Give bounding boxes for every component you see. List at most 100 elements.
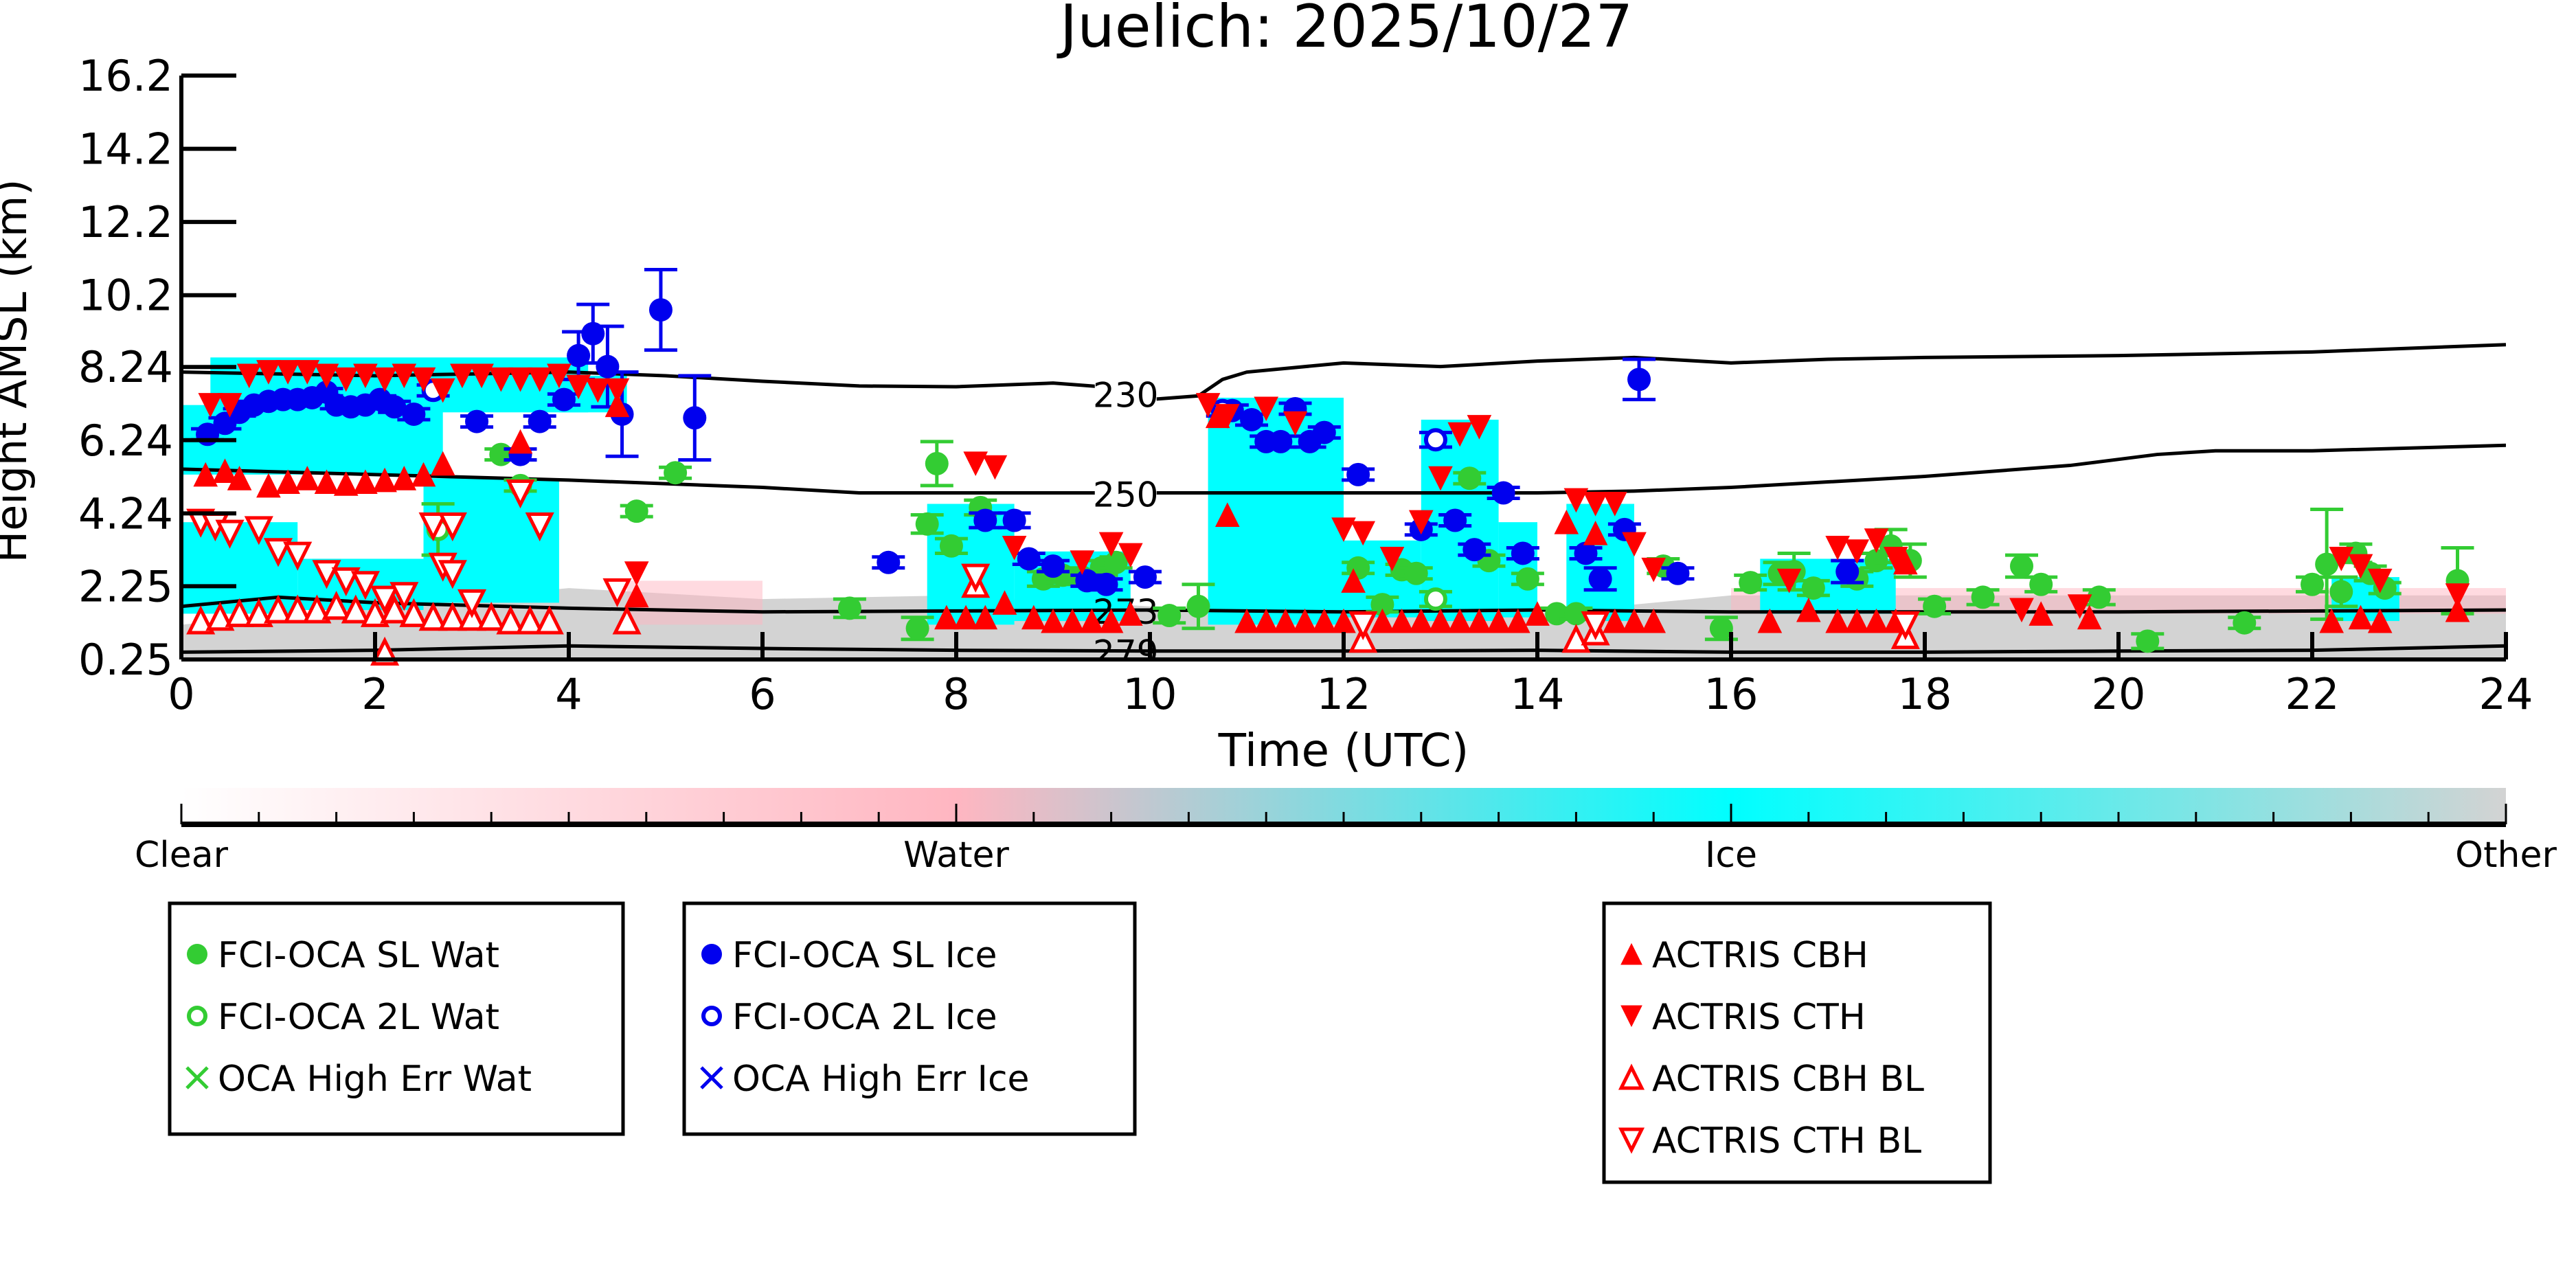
data-point — [215, 519, 245, 549]
data-point — [372, 467, 397, 493]
legend-box-3: ACTRIS CBH ACTRIS CTH ACTRIS CBH BL ACTRIS … — [1602, 901, 1992, 1184]
data-point — [508, 429, 533, 454]
data-point — [1283, 411, 1308, 436]
data-point — [1104, 550, 1128, 574]
water-class-region — [626, 580, 762, 625]
x-tick-label: 8 — [942, 669, 969, 719]
data-point — [1825, 608, 1850, 633]
colorbar-label-ice: Ice — [1705, 835, 1757, 876]
data-point — [2367, 608, 2393, 633]
legend-item-label: OCA High Err Wat — [218, 1059, 532, 1100]
x-axis-label: Time (UTC) — [1218, 724, 1469, 777]
legend-item-label: ACTRIS CBH — [1652, 935, 1868, 976]
data-point — [1923, 594, 1947, 618]
contour-label-230: 230 — [1093, 375, 1158, 415]
y-tick-label: 2.25 — [78, 561, 173, 611]
data-point — [624, 561, 649, 586]
data-point — [605, 392, 630, 418]
data-point — [392, 466, 417, 490]
data-point — [212, 458, 238, 484]
legend-item-label: FCI-OCA SL Ice — [732, 935, 997, 976]
data-point — [430, 451, 455, 476]
data-point — [1627, 368, 1651, 392]
data-point — [2367, 568, 2393, 594]
x-tick-label: 18 — [1898, 669, 1952, 719]
x-tick-label: 4 — [555, 669, 582, 719]
legend-frame — [168, 901, 625, 1136]
data-point — [2329, 546, 2354, 572]
data-point — [1214, 502, 1240, 527]
data-point — [389, 582, 419, 611]
data-point — [925, 451, 949, 475]
data-point — [664, 461, 688, 485]
data-point — [992, 590, 1017, 615]
data-point — [2077, 605, 2102, 630]
data-point — [1341, 568, 1366, 593]
data-point — [1348, 611, 1378, 640]
contour-label-bg — [1094, 372, 1157, 411]
data-point — [263, 594, 293, 624]
legend-item-label: FCI-OCA 2L Wat — [218, 997, 499, 1038]
data-point — [217, 393, 242, 418]
data-point — [227, 466, 252, 490]
data-point — [411, 367, 436, 392]
y-tick-label: 12.2 — [78, 197, 173, 247]
data-point — [1273, 608, 1298, 633]
data-point — [1060, 608, 1085, 633]
data-point — [1428, 466, 1453, 491]
data-point — [438, 560, 467, 589]
data-point — [1602, 608, 1627, 633]
data-point — [552, 387, 576, 411]
data-point — [1292, 608, 1318, 633]
colorbar: Clear Water Ice Other — [135, 788, 2557, 876]
data-point — [193, 462, 218, 487]
data-point — [1017, 547, 1041, 571]
data-point — [1462, 538, 1487, 562]
data-point — [302, 594, 332, 624]
data-point — [1864, 528, 1889, 553]
legend-frame — [1602, 901, 1992, 1184]
data-point — [1311, 608, 1337, 633]
data-point — [963, 451, 988, 477]
data-point — [1254, 608, 1279, 633]
data-point — [275, 469, 300, 495]
data-point — [1447, 608, 1473, 633]
data-point — [1757, 608, 1783, 633]
contour-label-279: 279 — [1093, 633, 1158, 673]
data-point — [283, 541, 313, 571]
data-point — [225, 598, 254, 627]
data-point — [1098, 608, 1124, 633]
data-point — [1408, 608, 1434, 633]
y-tick-label: 10.2 — [78, 271, 173, 321]
data-point — [566, 374, 591, 400]
temperature-contour-230 — [181, 343, 2506, 402]
data-point — [2029, 601, 2054, 626]
data-point — [1511, 541, 1535, 565]
y-tick-label: 14.2 — [78, 124, 173, 174]
data-point — [430, 378, 455, 403]
data-point — [1583, 521, 1608, 545]
data-point — [295, 466, 320, 490]
chart-title: Juelich: 2025/10/27 — [1057, 0, 1633, 61]
data-point — [469, 363, 494, 389]
data-point — [1389, 608, 1414, 633]
data-point — [314, 363, 339, 389]
data-point — [1423, 428, 1447, 452]
data-point — [1186, 594, 1210, 618]
x-tick-label: 22 — [2285, 669, 2340, 719]
data-point — [1739, 571, 1763, 595]
data-point — [1118, 601, 1143, 626]
data-point — [1041, 554, 1065, 578]
data-point — [418, 602, 448, 631]
data-point — [1118, 543, 1143, 568]
data-point — [1801, 576, 1825, 600]
x-tick-label: 2 — [361, 669, 388, 719]
data-point — [602, 578, 632, 608]
data-point — [372, 367, 397, 392]
data-point — [2087, 585, 2111, 609]
data-point — [1195, 393, 1221, 418]
data-point — [1554, 510, 1579, 534]
colorbar-label-clear: Clear — [135, 835, 229, 876]
x-tick-label: 20 — [2092, 669, 2146, 719]
data-point — [263, 538, 293, 567]
